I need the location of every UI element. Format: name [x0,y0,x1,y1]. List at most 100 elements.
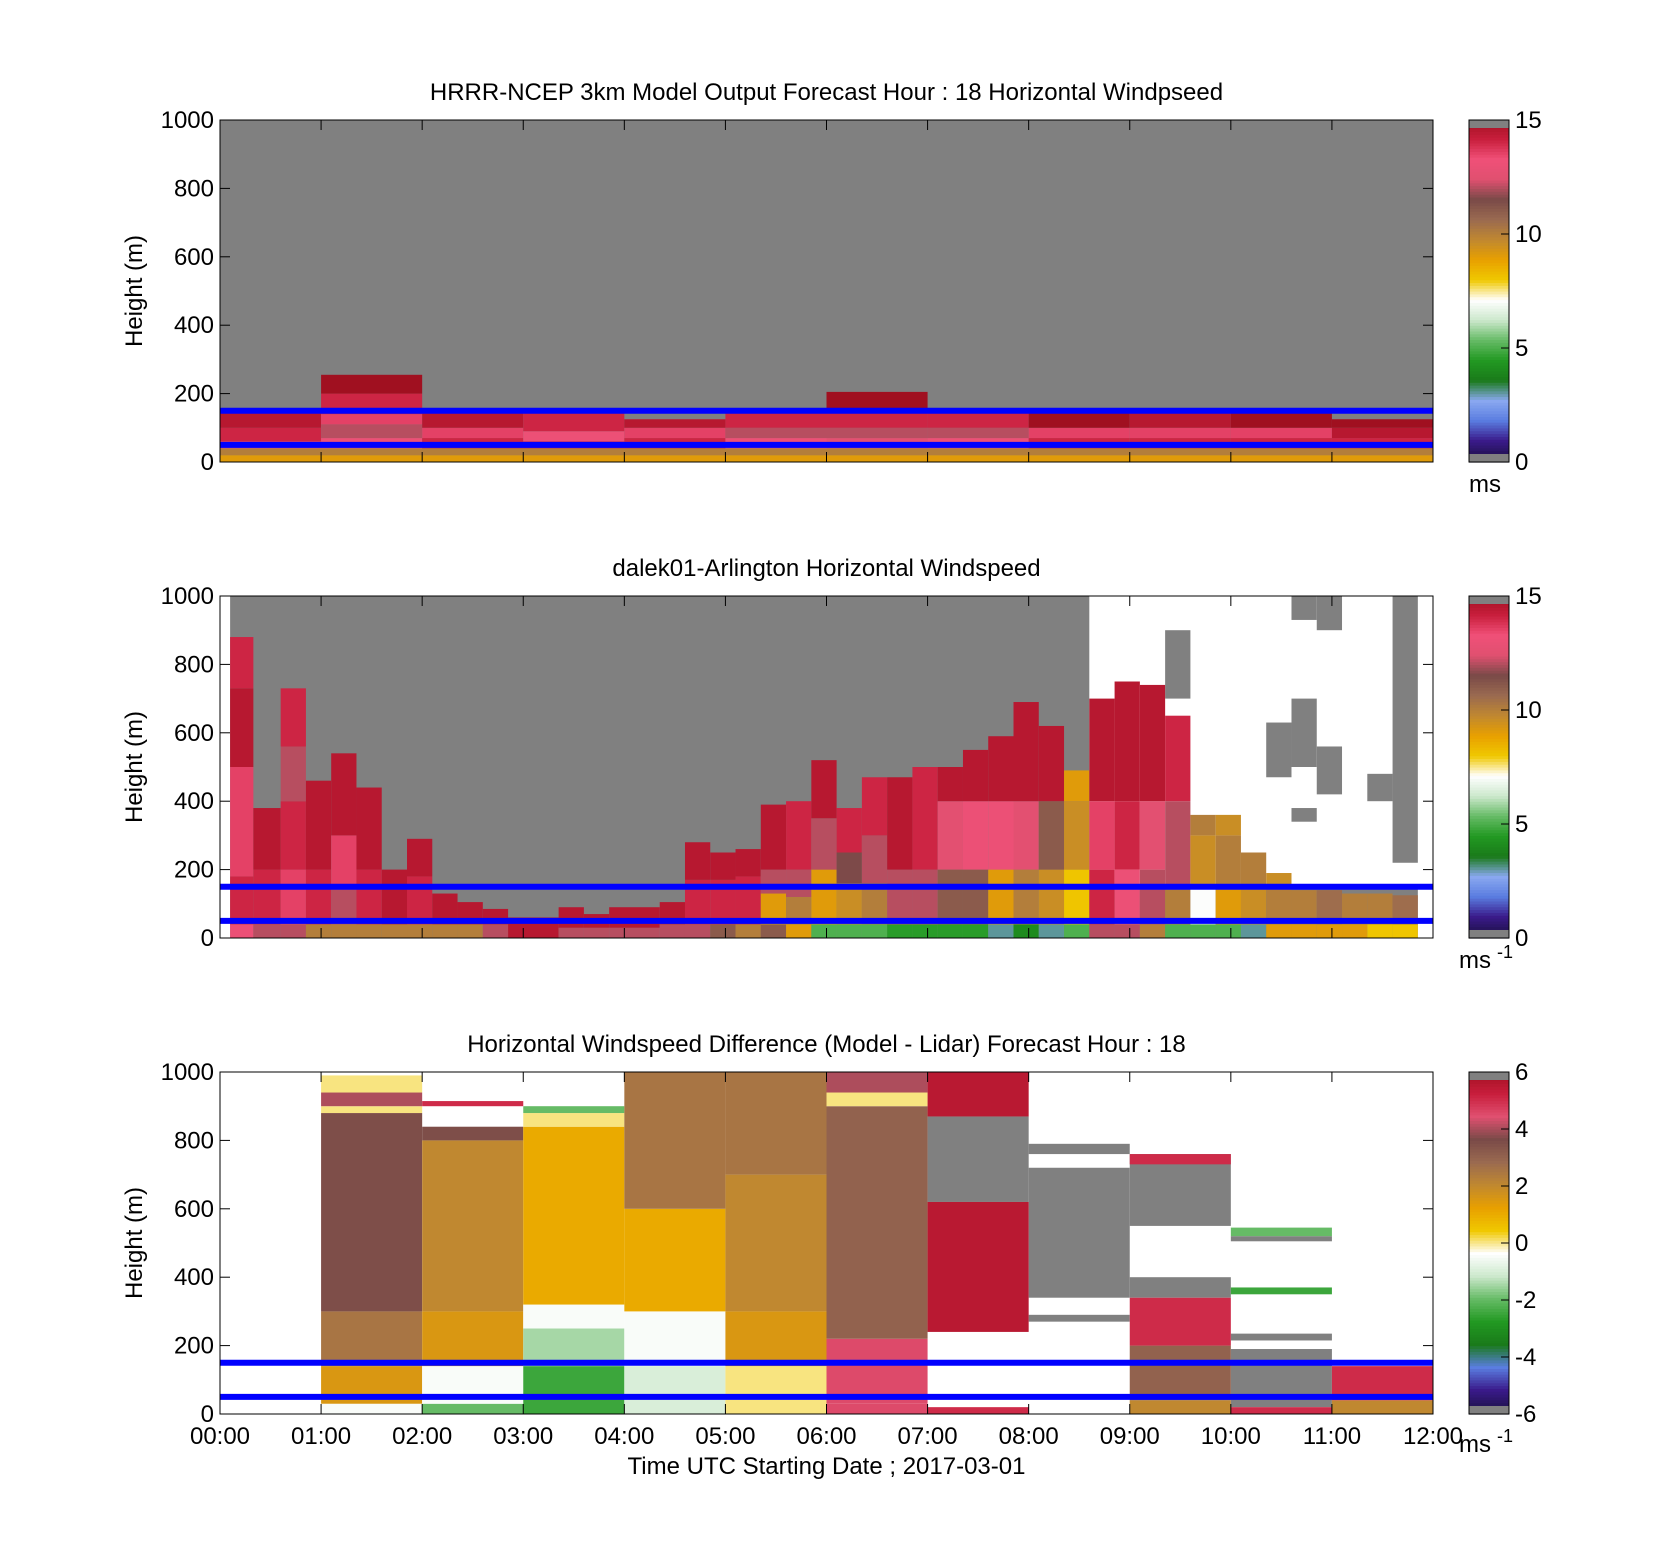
y-tick-label: 800 [174,1127,214,1154]
data-column [988,736,1014,938]
missing-data-region [927,1116,1029,1202]
data-cell [407,876,433,925]
colorbar-tick-label: 2 [1515,1173,1528,1200]
x-tick-label: 04:00 [594,1423,654,1450]
data-cell [1089,801,1115,870]
colorbar-step [1469,1280,1509,1284]
data-cell [305,869,332,925]
colorbar-step [1469,139,1509,144]
colorbar-step [1469,1379,1509,1384]
colorbar-step [1469,826,1509,831]
colorbar-step [1469,365,1509,369]
colorbar-step [1469,1297,1509,1301]
data-cell [321,414,423,425]
data-cell [1028,410,1130,428]
colorbar-step [1469,345,1509,349]
data-cell [1342,924,1368,938]
data-column [624,419,726,462]
data-cell [321,448,423,456]
data-cell [321,1092,423,1107]
data-cell [927,410,1029,428]
colorbar-step [1469,1311,1509,1315]
data-cell [1165,801,1191,887]
colorbar-step [1469,764,1509,768]
data-cell [523,1126,625,1305]
colorbar-step [1469,1225,1509,1230]
colorbar-step [1469,1374,1509,1378]
colorbar-step [1469,710,1509,714]
data-column [1129,410,1231,462]
colorbar-step [1469,1368,1509,1372]
colorbar-step [1469,1371,1509,1375]
data-cell [523,1366,625,1414]
data-cell [1230,1407,1332,1414]
colorbar-step [1469,607,1509,611]
data-cell [280,869,306,925]
colorbar-step [1469,402,1509,406]
colorbar-step [1469,667,1509,671]
colorbar-step [1469,205,1509,209]
colorbar-step [1469,775,1509,779]
colorbar-step [1469,1399,1509,1404]
colorbar-step [1469,1180,1509,1184]
data-cell [826,1106,928,1243]
data-cell [523,1113,625,1127]
colorbar-step [1469,159,1509,164]
data-cell [1114,924,1140,938]
data-cell [422,1403,524,1414]
colorbar-step [1469,1171,1509,1176]
data-cell [381,869,408,925]
colorbar-step [1469,214,1509,218]
panel-1: 0 200 400 600 800 1000 HRRR-NCEP 3km Model Out… [121,79,1542,498]
y-tick-label: 200 [174,857,214,884]
colorbar-step [1469,1114,1509,1119]
colorbar-step [1469,1097,1509,1102]
data-cell [1215,835,1241,887]
data-cell [624,419,726,428]
data-cell [1129,1297,1231,1346]
data-cell [1038,801,1065,870]
chart-title: HRRR-NCEP 3km Model Output Forecast Hour… [430,79,1223,106]
colorbar-tick-label: 5 [1515,811,1528,838]
x-tick-label: 12:00 [1403,1423,1463,1450]
data-cell [937,801,963,870]
y-axis-label: Height (m) [121,235,148,347]
data-cell [1230,1287,1332,1295]
colorbar-step [1469,1277,1509,1281]
colorbar-step [1469,721,1509,725]
data-cell [1038,924,1065,938]
colorbar-step [1469,279,1509,284]
data-cell [1129,448,1231,456]
colorbar-step [1469,1243,1509,1247]
colorbar-step [1469,784,1509,788]
data-cell [836,883,862,925]
data-cell [558,927,584,938]
data-cell [1139,924,1166,938]
colorbar-step [1469,804,1509,808]
data-cell [624,1366,726,1414]
data-cell [1215,814,1241,836]
colorbar-step [1469,1334,1509,1338]
colorbar-step [1469,678,1509,683]
data-cell [836,924,862,938]
colorbar-step [1469,325,1509,329]
colorbar-step [1469,1200,1509,1204]
data-cell [356,924,382,938]
colorbar-step [1469,134,1509,138]
colorbar-step [1469,1302,1509,1307]
data-column [280,688,306,938]
data-cell [523,1304,625,1329]
data-column [1392,895,1418,938]
colorbar-step [1469,131,1509,135]
colorbar-step [1469,692,1509,697]
y-tick-label: 400 [174,312,214,339]
data-cell [1190,924,1216,938]
colorbar-step [1469,225,1509,229]
data-cell [321,1403,423,1414]
x-tick-label: 07:00 [898,1423,958,1450]
colorbar-step [1469,778,1509,782]
colorbar-step [1469,177,1509,181]
colorbar-missing-cap [1469,1406,1509,1414]
missing-data-region [1028,1314,1130,1322]
x-tick-label: 08:00 [999,1423,1059,1450]
